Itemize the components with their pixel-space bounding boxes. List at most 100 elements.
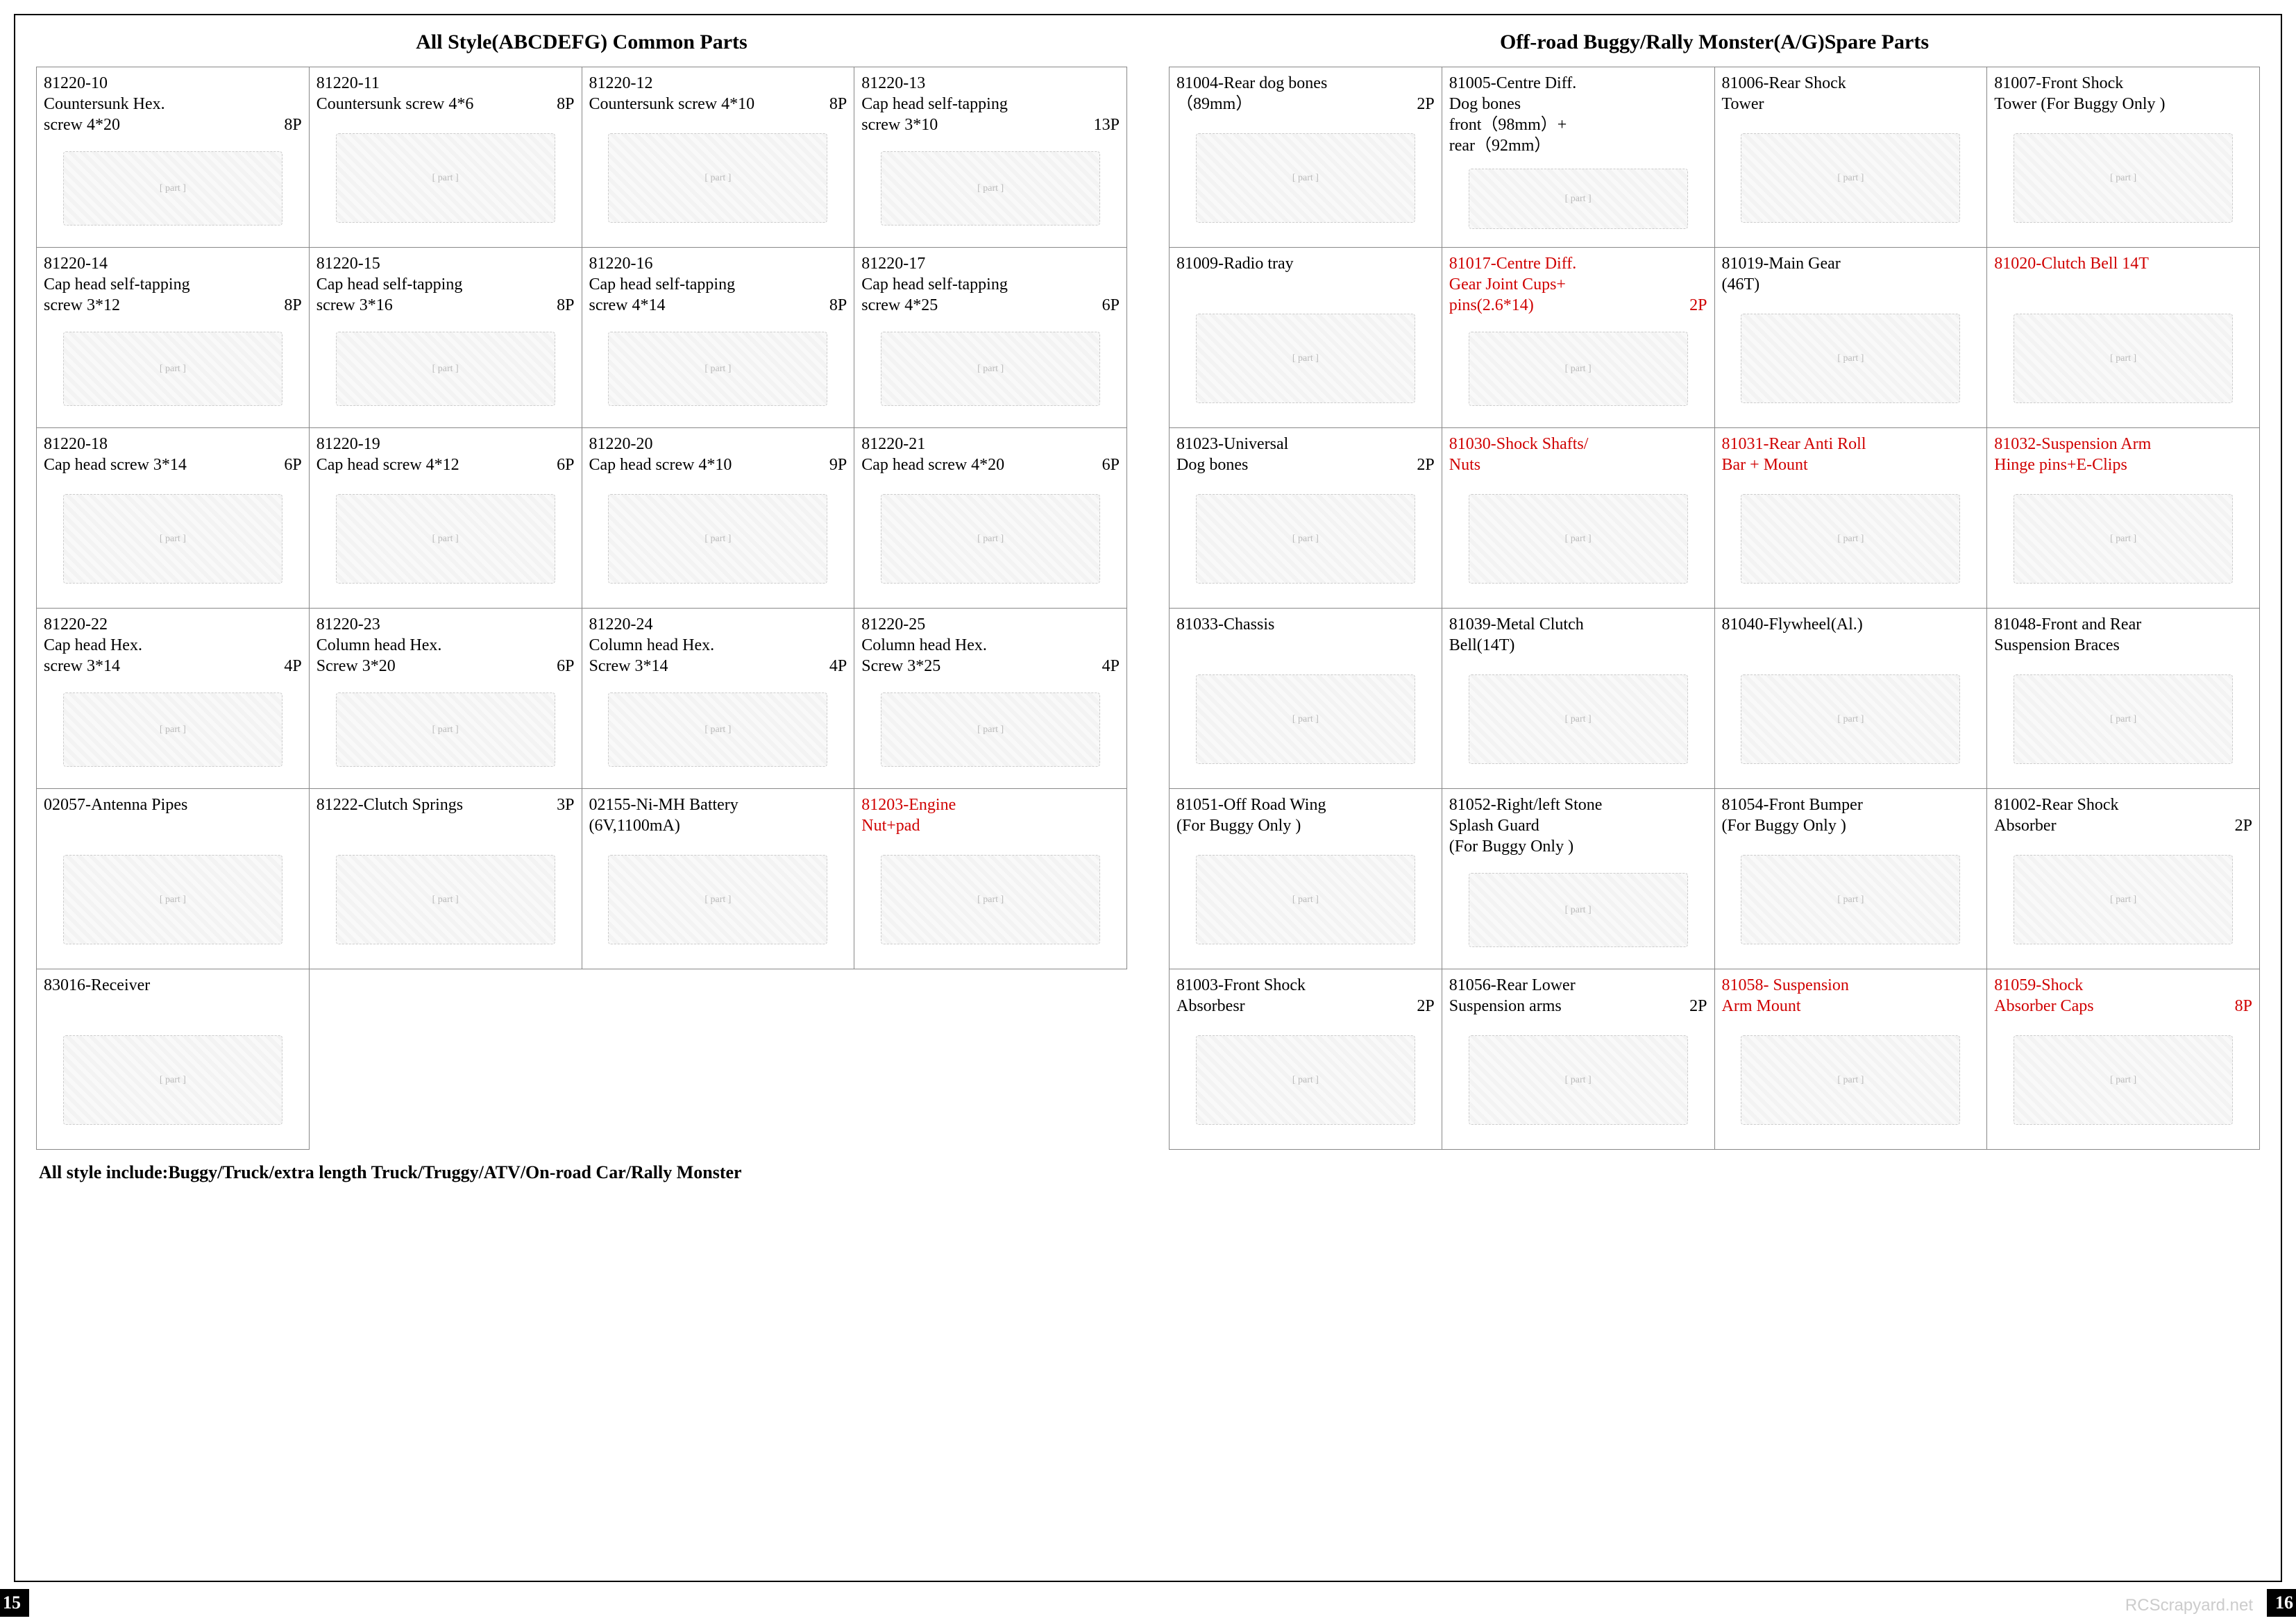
part-label: 81220-23Column head Hex.Screw 3*20 6P (316, 614, 575, 677)
parts-cell: 81059-ShockAbsorber Caps 8P[ part ] (1987, 969, 2260, 1150)
illustration-placeholder: [ part ] (1469, 873, 1688, 947)
part-label: 81051-Off Road Wing(For Buggy Only ) (1176, 794, 1435, 836)
part-illustration: [ part ] (316, 475, 575, 602)
part-label: 81002-Rear ShockAbsorber 2P (1994, 794, 2252, 836)
part-illustration: [ part ] (589, 677, 847, 783)
illustration-placeholder: [ part ] (1469, 332, 1688, 406)
part-label: 81017-Centre Diff.Gear Joint Cups+pins(2… (1449, 253, 1707, 316)
parts-cell: 81220-15Cap head self-tappingscrew 3*16 … (310, 248, 582, 428)
parts-cell: 02057-Antenna Pipes[ part ] (37, 789, 310, 969)
illustration-placeholder: [ part ] (608, 855, 827, 944)
part-illustration: [ part ] (1722, 656, 1980, 783)
parts-cell: 02155-Ni-MH Battery(6V,1100mA) [ part ] (582, 789, 855, 969)
parts-cell: 81220-22Cap head Hex.screw 3*14 4P[ part… (37, 609, 310, 789)
part-illustration: [ part ] (589, 836, 847, 963)
part-illustration: [ part ] (1449, 316, 1707, 422)
parts-cell: 81032-Suspension ArmHinge pins+E-Clips[ … (1987, 428, 2260, 609)
right-page: Off-road Buggy/Rally Monster(A/G)Spare P… (1148, 15, 2281, 1581)
part-illustration: [ part ] (1449, 475, 1707, 602)
illustration-placeholder: [ part ] (1741, 674, 1960, 763)
illustration-placeholder: [ part ] (881, 151, 1100, 226)
part-label: 81220-16Cap head self-tappingscrew 4*14 … (589, 253, 847, 316)
illustration-placeholder: [ part ] (1741, 855, 1960, 944)
illustration-placeholder: [ part ] (881, 855, 1100, 944)
parts-cell: 81048-Front and RearSuspension Braces [ p… (1987, 609, 2260, 789)
part-illustration: [ part ] (1722, 114, 1980, 241)
part-illustration: [ part ] (1176, 1017, 1435, 1144)
parts-cell: 81220-21Cap head screw 4*20 6P[ part ] (854, 428, 1127, 609)
part-label: 81030-Shock Shafts/Nuts (1449, 434, 1707, 475)
part-illustration: [ part ] (316, 677, 575, 783)
part-label: 81222-Clutch Springs 3P (316, 794, 575, 836)
part-illustration: [ part ] (1994, 1017, 2252, 1144)
left-footer: All style include:Buggy/Truck/extra leng… (36, 1150, 1127, 1186)
illustration-placeholder: [ part ] (63, 855, 282, 944)
part-illustration: [ part ] (861, 135, 1120, 241)
part-label: 81003-Front ShockAbsorbesr 2P (1176, 975, 1435, 1017)
empty-cell (854, 969, 1127, 1150)
part-label: 81220-10Countersunk Hex.screw 4*20 8P (44, 73, 302, 135)
illustration-placeholder: [ part ] (336, 692, 555, 767)
part-illustration: [ part ] (1449, 857, 1707, 963)
parts-cell: 81220-25Column head Hex.Screw 3*25 4P[ p… (854, 609, 1127, 789)
illustration-placeholder: [ part ] (1469, 494, 1688, 583)
parts-cell: 81220-23Column head Hex.Screw 3*20 6P [ p… (310, 609, 582, 789)
illustration-placeholder: [ part ] (608, 692, 827, 767)
parts-cell: 81002-Rear ShockAbsorber 2P[ part ] (1987, 789, 2260, 969)
illustration-placeholder: [ part ] (1196, 674, 1415, 763)
part-illustration: [ part ] (1449, 656, 1707, 783)
part-illustration: [ part ] (44, 316, 302, 422)
part-illustration: [ part ] (1722, 836, 1980, 963)
part-illustration: [ part ] (44, 1017, 302, 1144)
part-illustration: [ part ] (589, 114, 847, 241)
illustration-placeholder: [ part ] (1196, 855, 1415, 944)
part-illustration: [ part ] (1994, 295, 2252, 422)
part-illustration: [ part ] (861, 475, 1120, 602)
part-label: 81052-Right/left StoneSplash Guard(For B… (1449, 794, 1707, 857)
parts-cell: 81020-Clutch Bell 14T[ part ] (1987, 248, 2260, 428)
parts-cell: 81023-UniversalDog bones 2P[ part ] (1170, 428, 1442, 609)
illustration-placeholder: [ part ] (608, 332, 827, 406)
part-label: 81203-EngineNut+pad (861, 794, 1120, 836)
part-illustration: [ part ] (316, 316, 575, 422)
parts-cell: 81220-13Cap head self-tappingscrew 3*10 … (854, 67, 1127, 248)
parts-cell: 81003-Front ShockAbsorbesr 2P[ part ] (1170, 969, 1442, 1150)
parts-cell: 81039-Metal ClutchBell(14T)[ part ] (1442, 609, 1715, 789)
part-illustration: [ part ] (1176, 295, 1435, 422)
parts-cell: 81052-Right/left StoneSplash Guard(For B… (1442, 789, 1715, 969)
part-illustration: [ part ] (861, 677, 1120, 783)
part-illustration: [ part ] (589, 475, 847, 602)
parts-cell: 81058- SuspensionArm Mount[ part ] (1715, 969, 1988, 1150)
part-label: 81005-Centre Diff.Dog bonesfront（98mm）+r… (1449, 73, 1707, 156)
parts-cell: 81220-24Column head Hex.Screw 3*14 4P[ p… (582, 609, 855, 789)
parts-cell: 81017-Centre Diff.Gear Joint Cups+pins(2… (1442, 248, 1715, 428)
part-illustration: [ part ] (1449, 1017, 1707, 1144)
part-label: 02155-Ni-MH Battery(6V,1100mA) (589, 794, 847, 836)
illustration-placeholder: [ part ] (2014, 674, 2233, 763)
right-grid: 81004-Rear dog bones（89mm） 2P[ part ]810… (1169, 67, 2260, 1150)
part-label: 81220-13Cap head self-tappingscrew 3*10 … (861, 73, 1120, 135)
illustration-placeholder: [ part ] (336, 133, 555, 222)
illustration-placeholder: [ part ] (1469, 169, 1688, 228)
part-illustration: [ part ] (861, 836, 1120, 963)
parts-cell: 81220-19Cap head screw 4*12 6P[ part ] (310, 428, 582, 609)
part-label: 81048-Front and RearSuspension Braces (1994, 614, 2252, 656)
part-label: 81220-14Cap head self-tappingscrew 3*12 … (44, 253, 302, 316)
illustration-placeholder: [ part ] (336, 855, 555, 944)
part-illustration: [ part ] (1994, 836, 2252, 963)
part-illustration: [ part ] (44, 836, 302, 963)
illustration-placeholder: [ part ] (881, 692, 1100, 767)
parts-cell: 81222-Clutch Springs 3P [ part ] (310, 789, 582, 969)
illustration-placeholder: [ part ] (63, 494, 282, 583)
parts-cell: 81203-EngineNut+pad [ part ] (854, 789, 1127, 969)
illustration-placeholder: [ part ] (336, 494, 555, 583)
part-label: 81039-Metal ClutchBell(14T) (1449, 614, 1707, 656)
illustration-placeholder: [ part ] (1741, 314, 1960, 402)
illustration-placeholder: [ part ] (336, 332, 555, 406)
illustration-placeholder: [ part ] (2014, 314, 2233, 402)
part-illustration: [ part ] (1994, 656, 2252, 783)
parts-cell: 81220-18Cap head screw 3*14 6P[ part ] (37, 428, 310, 609)
illustration-placeholder: [ part ] (1196, 133, 1415, 222)
parts-cell: 81054-Front Bumper(For Buggy Only )[ par… (1715, 789, 1988, 969)
illustration-placeholder: [ part ] (1741, 494, 1960, 583)
